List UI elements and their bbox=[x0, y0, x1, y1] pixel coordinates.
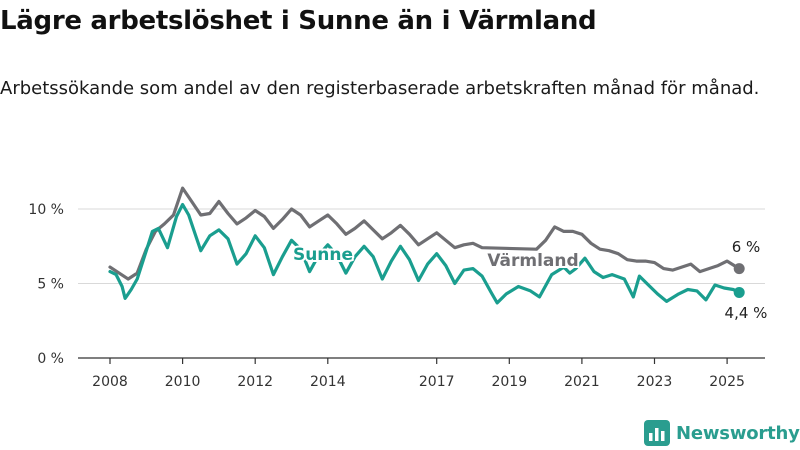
end-label-sunne: 4,4 % bbox=[725, 304, 768, 322]
x-tick-label: 2012 bbox=[237, 374, 273, 390]
brand-name: Newsworthy bbox=[676, 422, 800, 444]
end-point-varmland bbox=[733, 263, 745, 275]
inline-label-varmland: Värmland bbox=[487, 251, 578, 271]
x-tick-label: 2008 bbox=[92, 374, 128, 390]
series-line-varmland bbox=[108, 186, 741, 281]
x-tick-label: 2017 bbox=[419, 374, 455, 390]
chart-title: Lägre arbetslöshet i Sunne än i Värmland bbox=[0, 6, 597, 36]
x-tick-label: 2021 bbox=[564, 374, 600, 390]
y-tick-label: 5 % bbox=[37, 277, 64, 293]
bar-chart-logo-icon bbox=[644, 420, 670, 446]
series-line-sunne bbox=[108, 202, 741, 305]
newsworthy-logo[interactable]: Newsworthy bbox=[644, 419, 800, 447]
x-tick-label: 2019 bbox=[491, 374, 527, 390]
y-tick-label: 10 % bbox=[28, 202, 64, 218]
inline-label-sunne: Sunne bbox=[293, 245, 353, 265]
y-tick-label: 0 % bbox=[37, 351, 64, 367]
x-tick-label: 2014 bbox=[310, 374, 346, 390]
end-point-sunne bbox=[733, 286, 745, 298]
x-tick-label: 2010 bbox=[165, 374, 201, 390]
end-label-varmland: 6 % bbox=[732, 238, 761, 256]
x-axis: 2008 2010 2012 2014 2017 2019 2021 2023 2025 bbox=[78, 357, 765, 390]
x-tick-label: 2025 bbox=[709, 374, 745, 390]
x-tick-label: 2023 bbox=[637, 374, 673, 390]
series-labels: Sunne Värmland 6 % 4,4 % bbox=[291, 238, 768, 322]
series-lines bbox=[108, 186, 745, 305]
chart-subtitle: Arbetssökande som andel av den registerb… bbox=[0, 78, 760, 99]
